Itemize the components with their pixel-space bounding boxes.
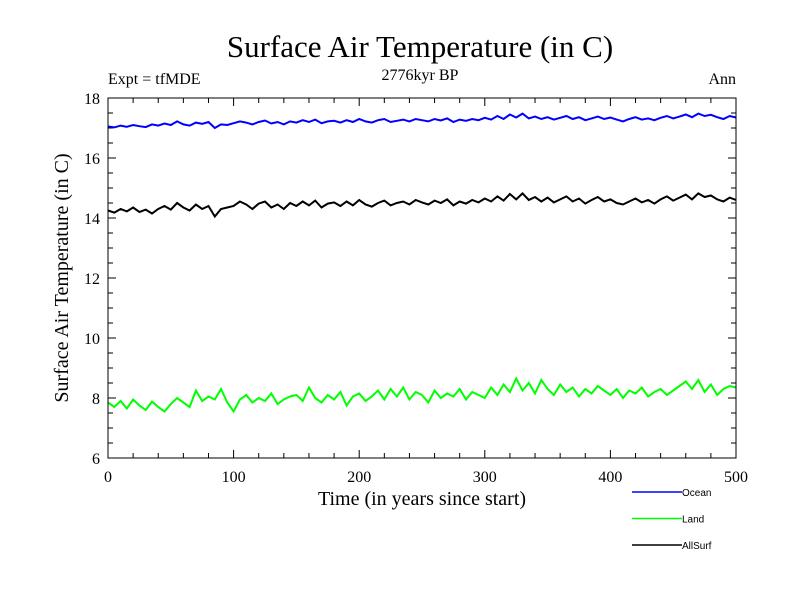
chart-subtitle: 2776kyr BP bbox=[382, 67, 459, 84]
y-tick-label: 14 bbox=[84, 211, 100, 228]
series-line-land bbox=[107, 376, 737, 414]
y-tick-label: 6 bbox=[92, 451, 100, 468]
chart-title: Surface Air Temperature (in C) bbox=[227, 29, 613, 64]
series-line-allsurf bbox=[107, 191, 737, 219]
experiment-label: Expt = tfMDE bbox=[108, 71, 201, 88]
y-tick-label: 16 bbox=[84, 151, 100, 168]
series-line-ocean bbox=[107, 112, 737, 130]
x-tick-label: 300 bbox=[473, 469, 497, 486]
y-tick-label: 8 bbox=[92, 391, 100, 408]
x-tick-label: 400 bbox=[598, 469, 622, 486]
x-tick-label: 0 bbox=[104, 469, 112, 486]
y-axis-title: Surface Air Temperature (in C) bbox=[51, 153, 73, 402]
legend-label: AllSurf bbox=[682, 541, 712, 552]
x-axis-title: Time (in years since start) bbox=[318, 488, 526, 510]
y-tick-label: 18 bbox=[84, 91, 100, 108]
plot-frame bbox=[107, 97, 737, 459]
y-tick-label: 10 bbox=[84, 331, 100, 348]
x-tick-label: 100 bbox=[222, 469, 246, 486]
season-label: Ann bbox=[708, 71, 736, 88]
legend-label: Land bbox=[682, 515, 704, 526]
legend-label: Ocean bbox=[682, 488, 711, 499]
y-tick-label: 12 bbox=[84, 271, 100, 288]
x-tick-label: 200 bbox=[347, 469, 371, 486]
x-tick-label: 500 bbox=[724, 469, 748, 486]
